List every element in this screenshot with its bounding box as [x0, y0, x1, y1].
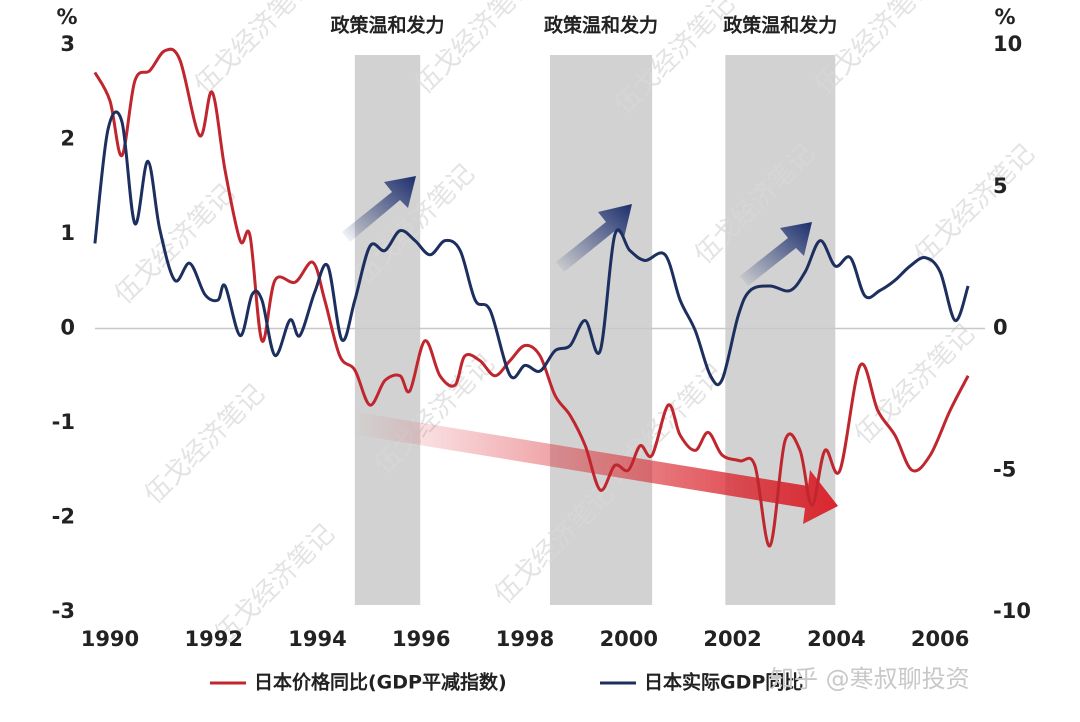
x-tick-label: 1992 [184, 627, 242, 651]
series-line [93, 47, 970, 548]
source-watermark: 知乎 @寒叔聊投资 [770, 665, 970, 693]
x-tick-label: 2004 [807, 627, 865, 651]
legend: 日本价格同比(GDP平减指数) 日本实际GDP同比 [210, 671, 803, 694]
legend-label: 日本价格同比(GDP平减指数) [254, 671, 507, 694]
y2-tick-label: -10 [993, 599, 1031, 623]
y-tick-label: 2 [60, 127, 75, 151]
y-tick-label: 0 [60, 316, 75, 340]
y2-tick-label: 0 [993, 316, 1008, 340]
line-layer [93, 47, 970, 548]
x-tick-label: 2006 [911, 627, 969, 651]
legend-label: 日本实际GDP同比 [644, 671, 803, 694]
y2-tick-label: 10 [993, 32, 1022, 56]
trend-arrow [556, 204, 632, 272]
watermark: 伍戈经济笔记 [189, 0, 321, 100]
left-unit: % [56, 5, 77, 29]
watermark: 伍戈经济笔记 [849, 319, 981, 451]
shaded-period [725, 55, 836, 605]
shaded-layer: 政策温和发力 政策温和发力 政策温和发力 [331, 14, 837, 605]
y2-tick-label: -5 [993, 457, 1016, 481]
watermark: 伍戈经济笔记 [909, 139, 1041, 271]
trend-arrow [342, 176, 416, 242]
watermark: 伍戈经济笔记 [139, 379, 271, 511]
x-tick-label: 1998 [496, 627, 554, 651]
series-line [93, 110, 970, 387]
trend-arrow [740, 222, 812, 286]
y-tick-label: 3 [60, 32, 75, 56]
x-tick-label: 1994 [288, 627, 346, 651]
y-tick-label: -3 [52, 599, 75, 623]
period-label: 政策温和发力 [544, 14, 658, 37]
period-label: 政策温和发力 [723, 14, 837, 37]
x-tick-label: 1990 [81, 627, 139, 651]
shaded-period [549, 55, 653, 605]
period-label: 政策温和发力 [331, 14, 445, 37]
right-unit: % [994, 5, 1015, 29]
y-tick-label: -1 [52, 410, 75, 434]
trend-arrows [342, 176, 838, 524]
x-tick-label: 1996 [392, 627, 450, 651]
x-tick-label: 2002 [703, 627, 761, 651]
x-tick-label: 2000 [600, 627, 658, 651]
trend-arrow [352, 412, 838, 524]
y-tick-label: -2 [52, 505, 75, 529]
shaded-period [354, 55, 421, 605]
y-tick-label: 1 [60, 221, 75, 245]
y2-tick-label: 5 [993, 174, 1008, 198]
